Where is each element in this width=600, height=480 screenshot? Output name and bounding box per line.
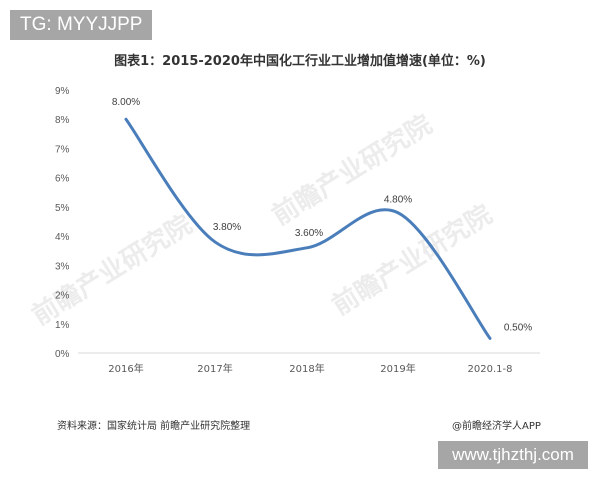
data-point-label: 3.80% <box>213 222 241 233</box>
site-badge: www.tjhzthj.com <box>438 441 588 469</box>
data-point-label: 8.00% <box>112 97 140 108</box>
x-tick-label: 2017年 <box>197 362 232 375</box>
data-point-label: 0.50% <box>504 322 532 333</box>
data-line <box>124 117 492 340</box>
data-labels: 8.00% 3.80% 3.60% 4.80% 0.50% <box>112 97 532 333</box>
x-tick-label: 2020.1-8 <box>468 364 513 375</box>
y-axis: 0% 1% 2% 3% 4% 5% 6% 7% 8% 9% <box>55 86 70 360</box>
y-tick-label: 6% <box>55 174 70 185</box>
x-tick-label: 2019年 <box>380 362 415 375</box>
y-tick-label: 5% <box>55 203 70 214</box>
line-chart: 0% 1% 2% 3% 4% 5% 6% 7% 8% 9% 2016年 2017年 2018年 2019… <box>55 86 540 375</box>
y-tick-label: 9% <box>55 86 70 97</box>
source-note: 资料来源：国家统计局 前瞻产业研究院整理 <box>57 421 251 432</box>
chart-title: 图表1：2015-2020年中国化工行业工业增加值增速(单位：%) <box>114 54 486 69</box>
y-tick-label: 7% <box>55 144 70 155</box>
x-tick-label: 2018年 <box>289 362 324 375</box>
data-point-label: 3.60% <box>295 228 323 239</box>
y-tick-label: 3% <box>55 261 70 272</box>
tg-badge: TG: MYYJJPP <box>10 10 153 40</box>
data-point-label: 4.80% <box>384 195 412 206</box>
x-tick-label: 2016年 <box>108 362 143 375</box>
y-tick-label: 2% <box>55 291 70 302</box>
y-tick-label: 4% <box>55 232 70 243</box>
x-axis: 2016年 2017年 2018年 2019年 2020.1-8 <box>108 362 512 375</box>
y-tick-label: 1% <box>55 320 70 331</box>
credit-note: @前瞻经济学人APP <box>452 421 541 432</box>
y-tick-label: 8% <box>55 115 70 126</box>
y-tick-label: 0% <box>55 349 70 360</box>
